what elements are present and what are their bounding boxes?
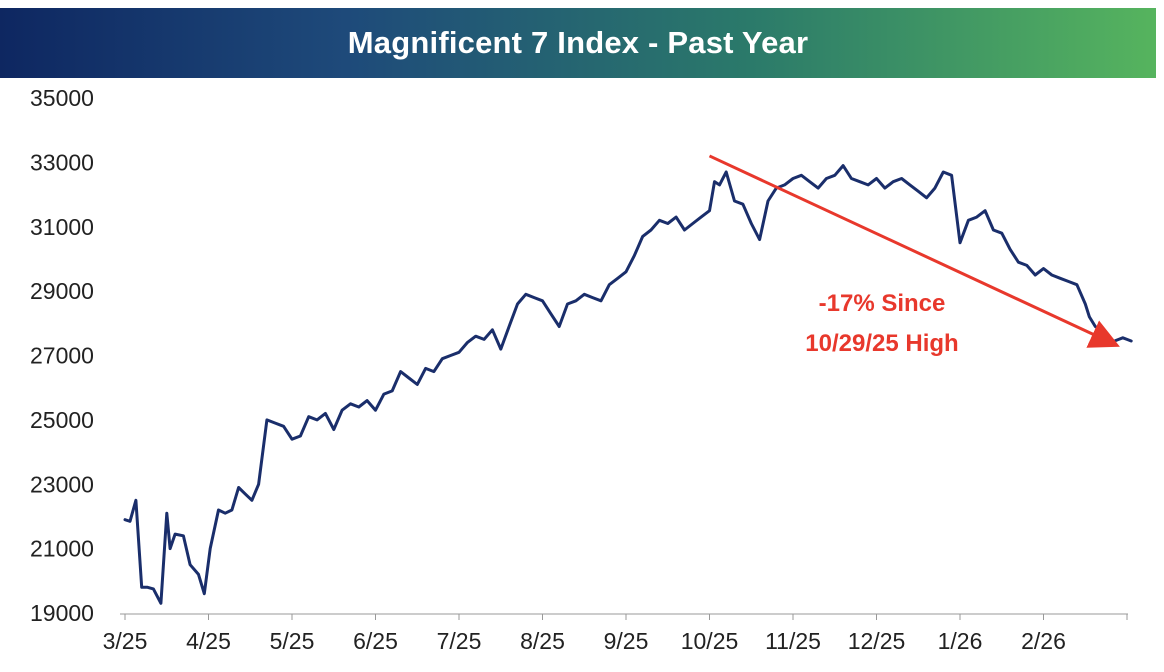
x-axis-ticks: 3/25 4/25 5/25 6/25 7/25 8/25 9/25 10/25 11/25 12… [103,628,1066,654]
x-tick-label: 2/26 [1021,628,1066,654]
chart-title-bar: Magnificent 7 Index - Past Year [0,8,1156,78]
chart-title: Magnificent 7 Index - Past Year [347,25,809,60]
x-axis-tickmarks [124,614,1128,620]
y-axis-ticks: 19000 21000 23000 25000 27000 29000 31000 33000… [30,85,94,626]
annotation-arrow [708,154,1120,348]
x-tick-label: 7/25 [437,628,482,654]
y-tick-label: 33000 [30,149,94,175]
x-tick-label: 9/25 [604,628,649,654]
x-tick-label: 11/25 [765,628,821,654]
x-tick-label: 1/26 [938,628,983,654]
y-tick-label: 21000 [30,536,94,562]
series-line [123,164,1133,605]
annotation-text: -17% Since [819,290,946,317]
y-tick-label: 27000 [30,343,94,369]
x-tick-label: 12/25 [848,628,906,654]
y-tick-label: 25000 [30,407,94,433]
x-tick-label: 3/25 [103,628,148,654]
y-tick-label: 31000 [30,214,94,240]
y-tick-label: 35000 [30,85,94,111]
annotation-layer: -17% Since 10/29/25 High [708,154,1120,357]
x-tick-label: 6/25 [353,628,398,654]
y-tick-label: 29000 [30,278,94,304]
series-layer [123,164,1133,605]
x-tick-label: 8/25 [520,628,565,654]
x-tick-label: 5/25 [270,628,315,654]
y-tick-label: 19000 [30,600,94,626]
x-tick-label: 4/25 [186,628,231,654]
x-tick-label: 10/25 [681,628,739,654]
annotation-text: 10/29/25 High [805,330,958,357]
y-tick-label: 23000 [30,471,94,497]
